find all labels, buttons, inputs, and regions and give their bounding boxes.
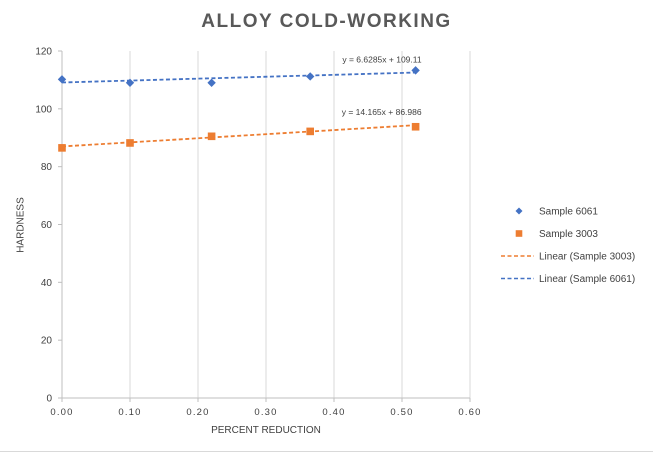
legend-marker	[515, 230, 523, 237]
x-tick-label: 0.00	[50, 407, 73, 418]
x-axis-label: PERCENT REDUCTION	[211, 425, 321, 436]
x-tick-label: 0.30	[254, 407, 277, 418]
legend: Sample 6061 Sample 3003 Linear (Sample 300…	[501, 207, 635, 285]
data-point	[411, 122, 420, 131]
y-tick-label: 40	[41, 278, 53, 289]
gridlines	[129, 51, 471, 398]
x-tick-label: 0.10	[118, 407, 141, 418]
data-point	[306, 127, 314, 136]
y-tick-label: 20	[41, 336, 53, 347]
data-point	[125, 78, 135, 88]
y-tick-label: 120	[35, 47, 52, 58]
data-point	[207, 78, 216, 88]
y-tick-label: 0	[46, 394, 52, 405]
legend-entry: Sample 6061	[539, 207, 598, 218]
y-tick-label: 60	[41, 220, 53, 231]
y-tick-label: 80	[41, 162, 53, 173]
y-tick-label: 100	[35, 104, 52, 115]
data-point	[411, 66, 420, 75]
axes	[58, 50, 471, 402]
legend-entry: Linear (Sample 3003)	[539, 252, 635, 263]
legend-entry: Sample 3003	[539, 229, 598, 240]
trendlines	[61, 71, 416, 148]
legend-entry: Linear (Sample 6061)	[539, 274, 635, 285]
chart-title: ALLOY COLD-WORKING	[201, 11, 452, 32]
trendline	[61, 71, 416, 84]
trendline-equation: y = 14.165x + 86.986	[342, 107, 422, 117]
data-point	[58, 144, 66, 152]
legend-marker	[515, 207, 523, 215]
x-tick-label: 0.50	[390, 407, 413, 418]
trendline-equation: y = 6.6285x + 109.11	[342, 55, 422, 65]
data-point	[207, 132, 216, 141]
x-tick-label: 0.40	[322, 407, 345, 418]
x-tick-label: 0.60	[458, 407, 481, 418]
x-tick-label: 0.20	[186, 407, 209, 418]
data-point	[126, 139, 134, 147]
tick-labels: 0 20 40 60 80 100 120 0.00 0.10 0.20 0.30 0.40 0.50 0…	[35, 47, 481, 419]
data-point	[57, 75, 67, 84]
frame-bottom-rule	[0, 451, 653, 452]
y-axis-label: HARDNESS	[15, 197, 27, 253]
data-point	[306, 72, 315, 81]
data-points	[57, 66, 420, 152]
trendline	[61, 124, 416, 148]
